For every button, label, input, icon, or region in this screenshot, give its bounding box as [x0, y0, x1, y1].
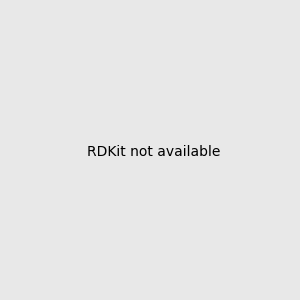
Text: RDKit not available: RDKit not available: [87, 145, 220, 158]
